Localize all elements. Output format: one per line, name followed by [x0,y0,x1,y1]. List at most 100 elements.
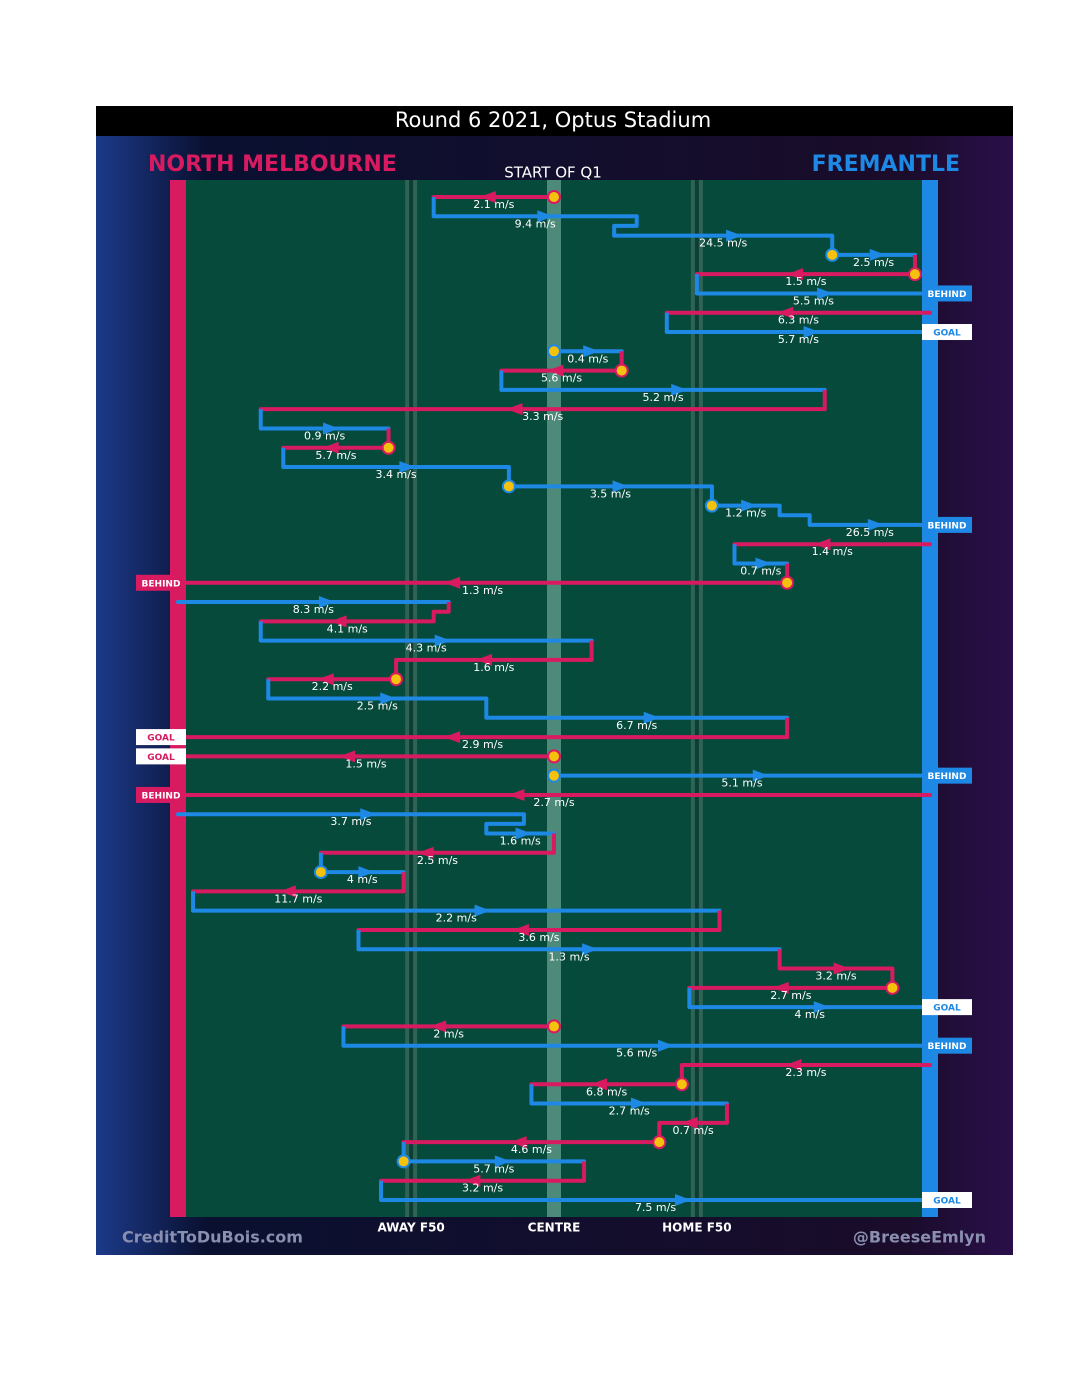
result-box [922,1037,972,1054]
speed-label: 4.1 m/s [327,622,368,635]
direction-arrow [417,846,434,859]
speed-label: 1.6 m/s [500,835,541,848]
direction-arrow [813,1001,830,1014]
result-box [922,324,972,341]
result-label: BEHIND [928,290,967,300]
speed-label: 1.2 m/s [725,507,766,520]
speed-label: 2.2 m/s [436,912,477,925]
stoppage-marker [381,440,396,455]
speed-label: 5.6 m/s [616,1047,657,1060]
direction-arrow [869,248,886,261]
speed-label: 2.7 m/s [609,1105,650,1118]
stoppage-marker [547,768,561,783]
direction-arrow [785,1058,802,1071]
away-team: FREMANTLE [812,152,960,177]
speed-label: 4 m/s [347,873,378,886]
speed-label: 26.5 m/s [846,526,894,539]
connector [612,216,639,236]
speed-label: 3.6 m/s [518,931,559,944]
direction-arrow [430,1020,447,1033]
speed-label: 5.6 m/s [541,372,582,385]
speed-label: 0.9 m/s [304,429,345,442]
direction-arrow [726,229,743,242]
home-team: NORTH MELBOURNE [148,152,397,177]
direction-arrow [867,518,884,531]
direction-arrow [339,750,356,763]
speed-label: 6.8 m/s [586,1085,627,1098]
result-label: GOAL [147,734,175,744]
speed-label: 2.1 m/s [473,198,514,211]
result-label: BEHIND [928,772,967,782]
speed-label: 5.5 m/s [793,294,834,307]
speed-label: 3.7 m/s [330,815,371,828]
direction-arrow [279,885,296,898]
speed-label: 2.2 m/s [312,680,353,693]
speed-label: 3.3 m/s [522,410,563,423]
result-label: BEHIND [142,579,181,589]
speed-label: 0.7 m/s [740,564,781,577]
stoppage-marker [313,865,328,880]
speed-label: 0.4 m/s [567,352,608,365]
direction-arrow [494,1155,511,1168]
result-box [922,285,972,302]
stoppage-marker [780,575,795,590]
connector [431,602,451,622]
result-label: BEHIND [928,1042,967,1052]
speed-label: 1.4 m/s [812,545,853,558]
result-box [922,999,972,1016]
result-box [922,767,972,784]
result-label: BEHIND [928,521,967,531]
speed-label: 9.4 m/s [515,217,556,230]
speed-label: 7.5 m/s [635,1201,676,1214]
direction-arrow [506,403,523,416]
result-box [136,748,186,765]
stoppage-marker [501,479,516,494]
speed-label: 2.9 m/s [462,738,503,751]
stoppage-marker [825,247,840,262]
speed-label: 1.5 m/s [785,275,826,288]
result-box [922,1192,972,1208]
direction-arrow [323,422,340,435]
speed-label: 3.4 m/s [376,468,417,481]
direction-arrow [510,1136,527,1149]
speed-label: 3.5 m/s [590,487,631,500]
stoppage-marker [389,672,404,687]
direction-arrow [772,981,789,994]
speed-label: 11.7 m/s [274,892,322,905]
stoppage-marker [614,363,629,378]
direction-arrow [612,480,629,493]
speed-label: 8.3 m/s [293,603,334,616]
subtitle: START OF Q1 [504,164,602,182]
stoppage-marker [396,1154,411,1169]
title-bar [96,106,1013,136]
direction-arrow [752,769,769,782]
x-tick-label: AWAY F50 [377,1221,444,1235]
speed-label: 2.3 m/s [785,1066,826,1079]
direction-arrow [833,962,850,975]
direction-arrow [464,1174,481,1187]
direction-arrow [547,364,564,377]
direction-arrow [537,210,554,223]
result-label: BEHIND [142,791,181,801]
speed-label: 1.5 m/s [345,757,386,770]
stoppage-marker [907,267,922,282]
chart-title: Round 6 2021, Optus Stadium [395,108,711,132]
direction-arrow [630,1097,647,1110]
speed-label: 3.2 m/s [462,1182,503,1195]
speed-label: 4 m/s [794,1008,825,1021]
direction-arrow [582,943,599,956]
direction-arrow [658,1039,675,1052]
overlays: 2.1 m/s9.4 m/s 24.5 m/s 2.5 m/s 1.5 m/s 5.5 … [136,190,972,1214]
direction-arrow [512,923,529,936]
direction-arrow [591,1078,608,1091]
direction-arrow [318,596,335,609]
credit: CreditToDuBois.com [122,1228,303,1247]
result-label: GOAL [933,1197,961,1207]
direction-arrow [817,287,834,300]
speed-label: 0.7 m/s [673,1124,714,1137]
field-stripe-core [694,180,699,1217]
stoppage-marker [547,1019,561,1034]
direction-arrow [681,1116,698,1129]
direction-arrow [434,634,451,647]
result-box [922,516,972,533]
